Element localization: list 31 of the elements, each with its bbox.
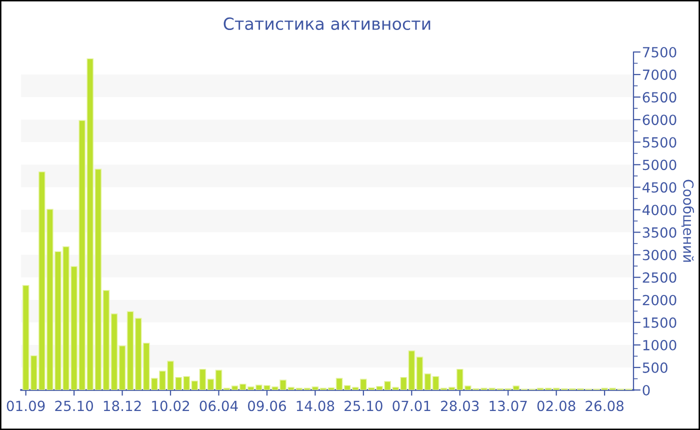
y2-tick-label: 5000 <box>642 160 676 170</box>
x-tick-label: 01.09 <box>6 400 45 412</box>
y2-tick-label: 4000 <box>642 204 676 216</box>
y2-tick-label: 6000 <box>642 114 676 126</box>
x-tick-label: 06.04 <box>200 400 238 412</box>
y2-tick-label: 2000 <box>642 294 676 306</box>
x-tick-label: 25.10 <box>344 400 382 412</box>
chart-title: Статистика активности <box>224 17 430 30</box>
x-tick-label: 07.01 <box>392 400 430 412</box>
x-tick-label: 18.12 <box>104 400 141 412</box>
y2-tick-label: 6500 <box>642 92 676 103</box>
y2-tick-label: 500 <box>642 362 668 373</box>
y2-tick-label: 4500 <box>642 182 676 193</box>
y2-tick-label: 2500 <box>642 272 676 283</box>
x-tick-label: 26.08 <box>586 400 624 412</box>
y2-tick-label: 7000 <box>642 70 676 80</box>
x-tick-label: 14.08 <box>296 400 334 412</box>
x-tick-label: 28.03 <box>441 400 479 412</box>
y2-tick-label: 3500 <box>642 227 676 238</box>
x-tick-label: 25.10 <box>55 400 94 412</box>
y2-axis-title: Сообщений <box>681 180 694 262</box>
y2-tick-label: 5500 <box>642 137 676 148</box>
y2-tick-label: 3000 <box>642 250 676 260</box>
y2-tick-label: 7500 <box>642 46 676 58</box>
x-tick-label: 10.02 <box>152 400 189 412</box>
y2-tick-label: 1500 <box>643 317 676 328</box>
y2-tick-label: 1000 <box>643 340 676 350</box>
x-tick-label: 02.08 <box>537 400 576 412</box>
y2-tick-label: 0 <box>642 384 650 396</box>
x-tick-label: 13.07 <box>490 400 527 412</box>
x-tick-label: 09.06 <box>248 400 286 412</box>
